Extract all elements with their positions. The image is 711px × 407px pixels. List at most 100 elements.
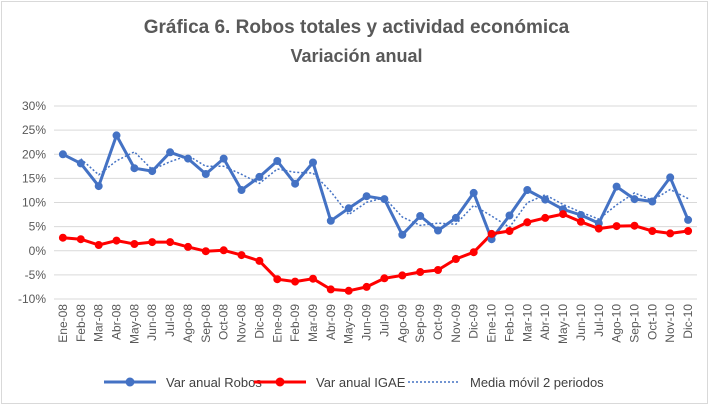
x-tick-label: Nov-10 [663,304,677,343]
data-point-0 [273,157,282,165]
data-point-1 [326,285,335,294]
x-tick-label: Sep-09 [413,304,427,343]
data-point-1 [648,227,657,235]
data-point-1 [219,246,228,255]
moving-average-line [80,150,689,229]
data-point-0 [380,195,389,204]
chart-subtitle: Variación anual [290,46,423,66]
legend: Var anual Robos Var anual IGAE Media móv… [2,372,711,392]
y-tick-label: -5% [25,268,47,282]
y-tick-label: 25% [22,123,46,137]
y-tick-label: -10% [18,292,46,306]
x-tick-label: Ago-09 [395,304,409,343]
data-point-0 [398,230,407,239]
data-point-1 [291,277,300,286]
x-tick-label: Abr-09 [324,304,338,340]
y-tick-label: 10% [22,196,46,210]
x-tick-label: Jul-08 [163,304,177,337]
data-point-1 [273,275,282,284]
chart-title: Gráfica 6. Robos totales y actividad eco… [143,17,570,38]
data-point-1 [94,241,103,249]
data-point-0 [344,204,353,213]
data-point-0 [184,154,192,163]
legend-item-moving-average: Media móvil 2 periodos [406,372,604,392]
y-axis-tick-labels: 30% 25% 20% 15% 10% 5% 0% -5% -10% [18,99,46,306]
x-tick-label: May-09 [342,304,356,344]
data-point-0 [684,215,693,224]
data-point-1 [380,274,389,283]
data-point-1 [255,256,264,265]
x-tick-label: Feb-09 [288,304,302,342]
data-point-1 [434,266,442,274]
legend-item-igae: Var anual IGAE [252,372,405,392]
x-tick-label: May-08 [127,304,141,344]
data-point-0 [166,148,175,157]
data-point-0 [505,211,514,220]
data-point-0 [451,213,460,222]
x-tick-label: Oct-10 [645,304,659,340]
data-point-0 [291,179,300,188]
data-point-0 [326,216,335,225]
data-point-1 [576,217,585,226]
data-point-1 [76,235,85,244]
x-tick-label: Dic-08 [252,304,266,339]
data-point-1 [112,236,121,245]
x-tick-label: Oct-08 [217,304,231,340]
data-point-0 [76,159,85,168]
series-lines [62,133,690,293]
x-axis-tick-labels: Ene-08 Feb-08 Mar-08 Abr-08 May-08 Jun-08 Jul-… [56,304,695,344]
data-point-0 [58,150,67,159]
x-tick-label: Jul-09 [377,304,391,337]
data-point-1 [237,251,246,260]
legend-item-robos: Var anual Robos [102,372,262,392]
data-point-1 [166,238,175,247]
data-point-1 [184,242,192,251]
data-point-1 [451,255,460,263]
data-point-0 [434,226,442,235]
series-line-1 [62,212,689,293]
x-tick-label: Abr-10 [538,304,552,340]
data-point-1 [469,248,478,257]
x-tick-label: Ene-09 [270,304,284,343]
x-tick-label: Jun-10 [574,304,588,341]
y-tick-label: 30% [22,99,46,113]
data-point-1 [398,271,407,280]
y-tick-label: 0% [29,244,47,258]
gridlines [54,105,697,300]
data-point-0 [219,154,228,163]
x-tick-label: Ene-10 [485,304,499,343]
data-point-1 [666,229,675,238]
x-tick-label: Sep-08 [199,304,213,343]
x-tick-label: Abr-08 [110,304,124,340]
x-tick-label: Oct-09 [431,304,445,340]
y-tick-label: 15% [22,171,46,185]
data-point-0 [237,186,246,194]
data-point-1 [58,233,67,242]
data-point-1 [630,221,639,230]
data-point-0 [112,131,121,140]
x-tick-label: Mar-08 [92,304,106,342]
legend-label-igae: Var anual IGAE [316,374,406,390]
data-point-1 [201,247,210,256]
data-point-1 [344,286,353,295]
x-tick-label: Feb-08 [74,304,88,342]
legend-key-robos [104,377,156,387]
legend-key-moving-average [408,381,460,383]
data-point-0 [523,186,532,194]
x-tick-label: Ago-08 [181,304,195,343]
data-point-0 [541,195,550,204]
data-point-1 [362,282,371,291]
x-tick-label: Jun-08 [145,304,159,341]
data-point-0 [94,182,103,191]
x-tick-label: Nov-09 [449,304,463,343]
data-point-0 [130,164,139,173]
data-point-1 [541,213,550,222]
legend-key-igae [254,377,306,387]
data-point-0 [309,158,317,167]
data-point-1 [523,218,532,227]
y-tick-label: 5% [29,220,47,234]
x-tick-label: May-10 [556,304,570,344]
data-point-0 [576,211,585,219]
data-point-1 [487,229,496,238]
